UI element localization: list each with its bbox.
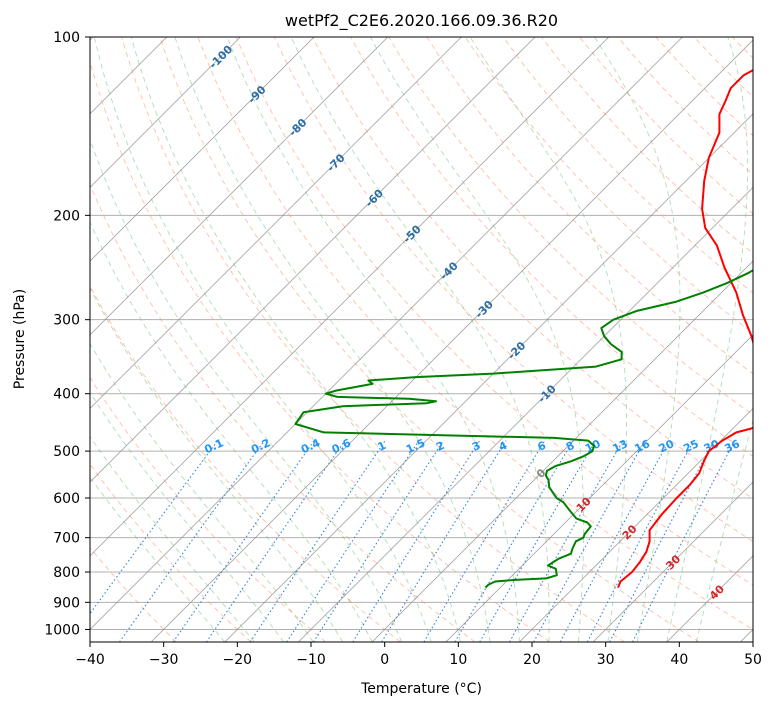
x-tick-label: −20	[223, 652, 253, 668]
mixing-ratio-label: 20	[657, 437, 677, 455]
plot-frame	[89, 36, 754, 643]
isotherm-line	[445, 334, 753, 642]
moist-adiabat-line	[130, 37, 461, 642]
skewed-isotherms	[90, 37, 753, 642]
y-axis-label: Pressure (hPa)	[12, 289, 28, 389]
pressure-gridlines	[90, 37, 753, 630]
mixing-ratio-line	[172, 440, 315, 642]
isotherm-line	[592, 481, 753, 642]
y-tick-label: 100	[53, 30, 80, 46]
y-tick-label: 800	[53, 565, 80, 581]
y-tick-label: 900	[53, 595, 80, 611]
y-tick-label: 200	[53, 208, 80, 224]
isotherm-line	[90, 37, 536, 483]
isotherm-line	[90, 37, 683, 630]
temperature-line	[617, 68, 753, 588]
x-tick-label: 50	[744, 652, 762, 668]
dry-adiabat-line	[197, 37, 753, 630]
mixing-ratio-label: 30	[702, 437, 722, 455]
isotherm-line	[90, 37, 610, 557]
y-tick-label: 1000	[44, 622, 80, 638]
y-axis-ticks: 100 200 300 400 500 600 700 800 900 1000	[44, 30, 90, 638]
y-tick-label: 300	[53, 313, 80, 329]
dry-adiabat-line	[90, 547, 177, 642]
isotherm-line	[150, 39, 753, 642]
dewpoint-line	[294, 269, 753, 589]
isotherm-line	[90, 37, 389, 336]
x-tick-label: 40	[670, 652, 688, 668]
y-tick-label: 600	[53, 491, 80, 507]
x-tick-label: −40	[75, 652, 105, 668]
mixing-ratio-label: 16	[633, 437, 653, 455]
mixing-ratio-line	[313, 440, 445, 642]
dry-adiabat-line	[90, 60, 551, 642]
moist-adiabat-line	[370, 37, 585, 642]
mixing-ratio-line	[559, 440, 670, 642]
mixing-ratio-line	[454, 440, 574, 642]
mixing-ratio-label: 13	[610, 437, 629, 455]
isotherm-line	[90, 37, 241, 188]
isotherm-line	[371, 260, 753, 642]
chart-title: wetPf2_C2E6.2020.166.09.36.R20	[285, 11, 558, 31]
mixing-ratio-line	[533, 440, 646, 642]
sounding-series	[294, 68, 753, 589]
mixing-ratio-line	[352, 440, 481, 642]
x-tick-label: 30	[597, 652, 615, 668]
moist-adiabat-line	[90, 435, 255, 642]
moist-adiabat-line	[90, 221, 373, 642]
dry-adiabat-line	[502, 37, 753, 294]
x-axis-ticks: −40 −30 −20 −10 0 10 20 30 40 50	[75, 642, 762, 668]
moist-adiabat-line	[90, 391, 285, 642]
mixing-ratio-line	[286, 440, 420, 642]
mixing-ratio-line	[479, 440, 597, 642]
mixing-ratio-label: 36	[723, 437, 743, 455]
mixing-ratio-line	[423, 440, 546, 642]
x-tick-label: 20	[523, 652, 541, 668]
moist-adiabat-line	[174, 37, 491, 642]
moist-adiabats	[90, 37, 753, 642]
mixing-ratio-line	[90, 440, 219, 615]
dry-adiabat-line	[388, 37, 753, 416]
plot-area: -100-90-80-70-60-50-40-30-20-100.1 0.2 0.4…	[90, 37, 753, 642]
mixing-ratio-line	[119, 440, 265, 642]
dry-adiabat-line	[159, 37, 700, 642]
x-axis-label: Temperature (°C)	[360, 681, 482, 697]
moist-adiabat-line	[90, 476, 226, 642]
x-tick-label: −10	[296, 652, 326, 668]
dry-adiabat-line	[121, 37, 625, 642]
x-tick-label: 0	[380, 652, 389, 668]
y-tick-label: 400	[53, 387, 80, 403]
moist-adiabat-line	[290, 37, 550, 642]
x-tick-label: −30	[149, 652, 179, 668]
dry-adiabat-line	[90, 463, 252, 642]
moist-adiabat-line	[594, 37, 681, 642]
isotherm-line	[519, 407, 753, 642]
moist-adiabat-line	[469, 37, 627, 642]
isotherm-line	[90, 37, 462, 409]
moist-adiabat-line	[226, 37, 520, 642]
isotherm-line	[90, 37, 315, 262]
y-tick-label: 500	[53, 444, 80, 460]
mixing-ratio-line	[249, 440, 386, 642]
mixing-ratio-label: 25	[681, 437, 700, 455]
x-tick-label: 10	[449, 652, 467, 668]
mixing-ratio-line	[632, 440, 736, 642]
y-tick-label: 700	[53, 531, 80, 547]
dry-adiabat-line	[90, 376, 326, 642]
isotherm-line	[224, 113, 753, 642]
isotherm-line	[298, 186, 753, 642]
moist-adiabat-line	[93, 37, 432, 642]
dry-adiabat-line	[90, 183, 476, 642]
dry-adiabats	[90, 37, 753, 642]
dry-adiabat-line	[235, 37, 753, 586]
